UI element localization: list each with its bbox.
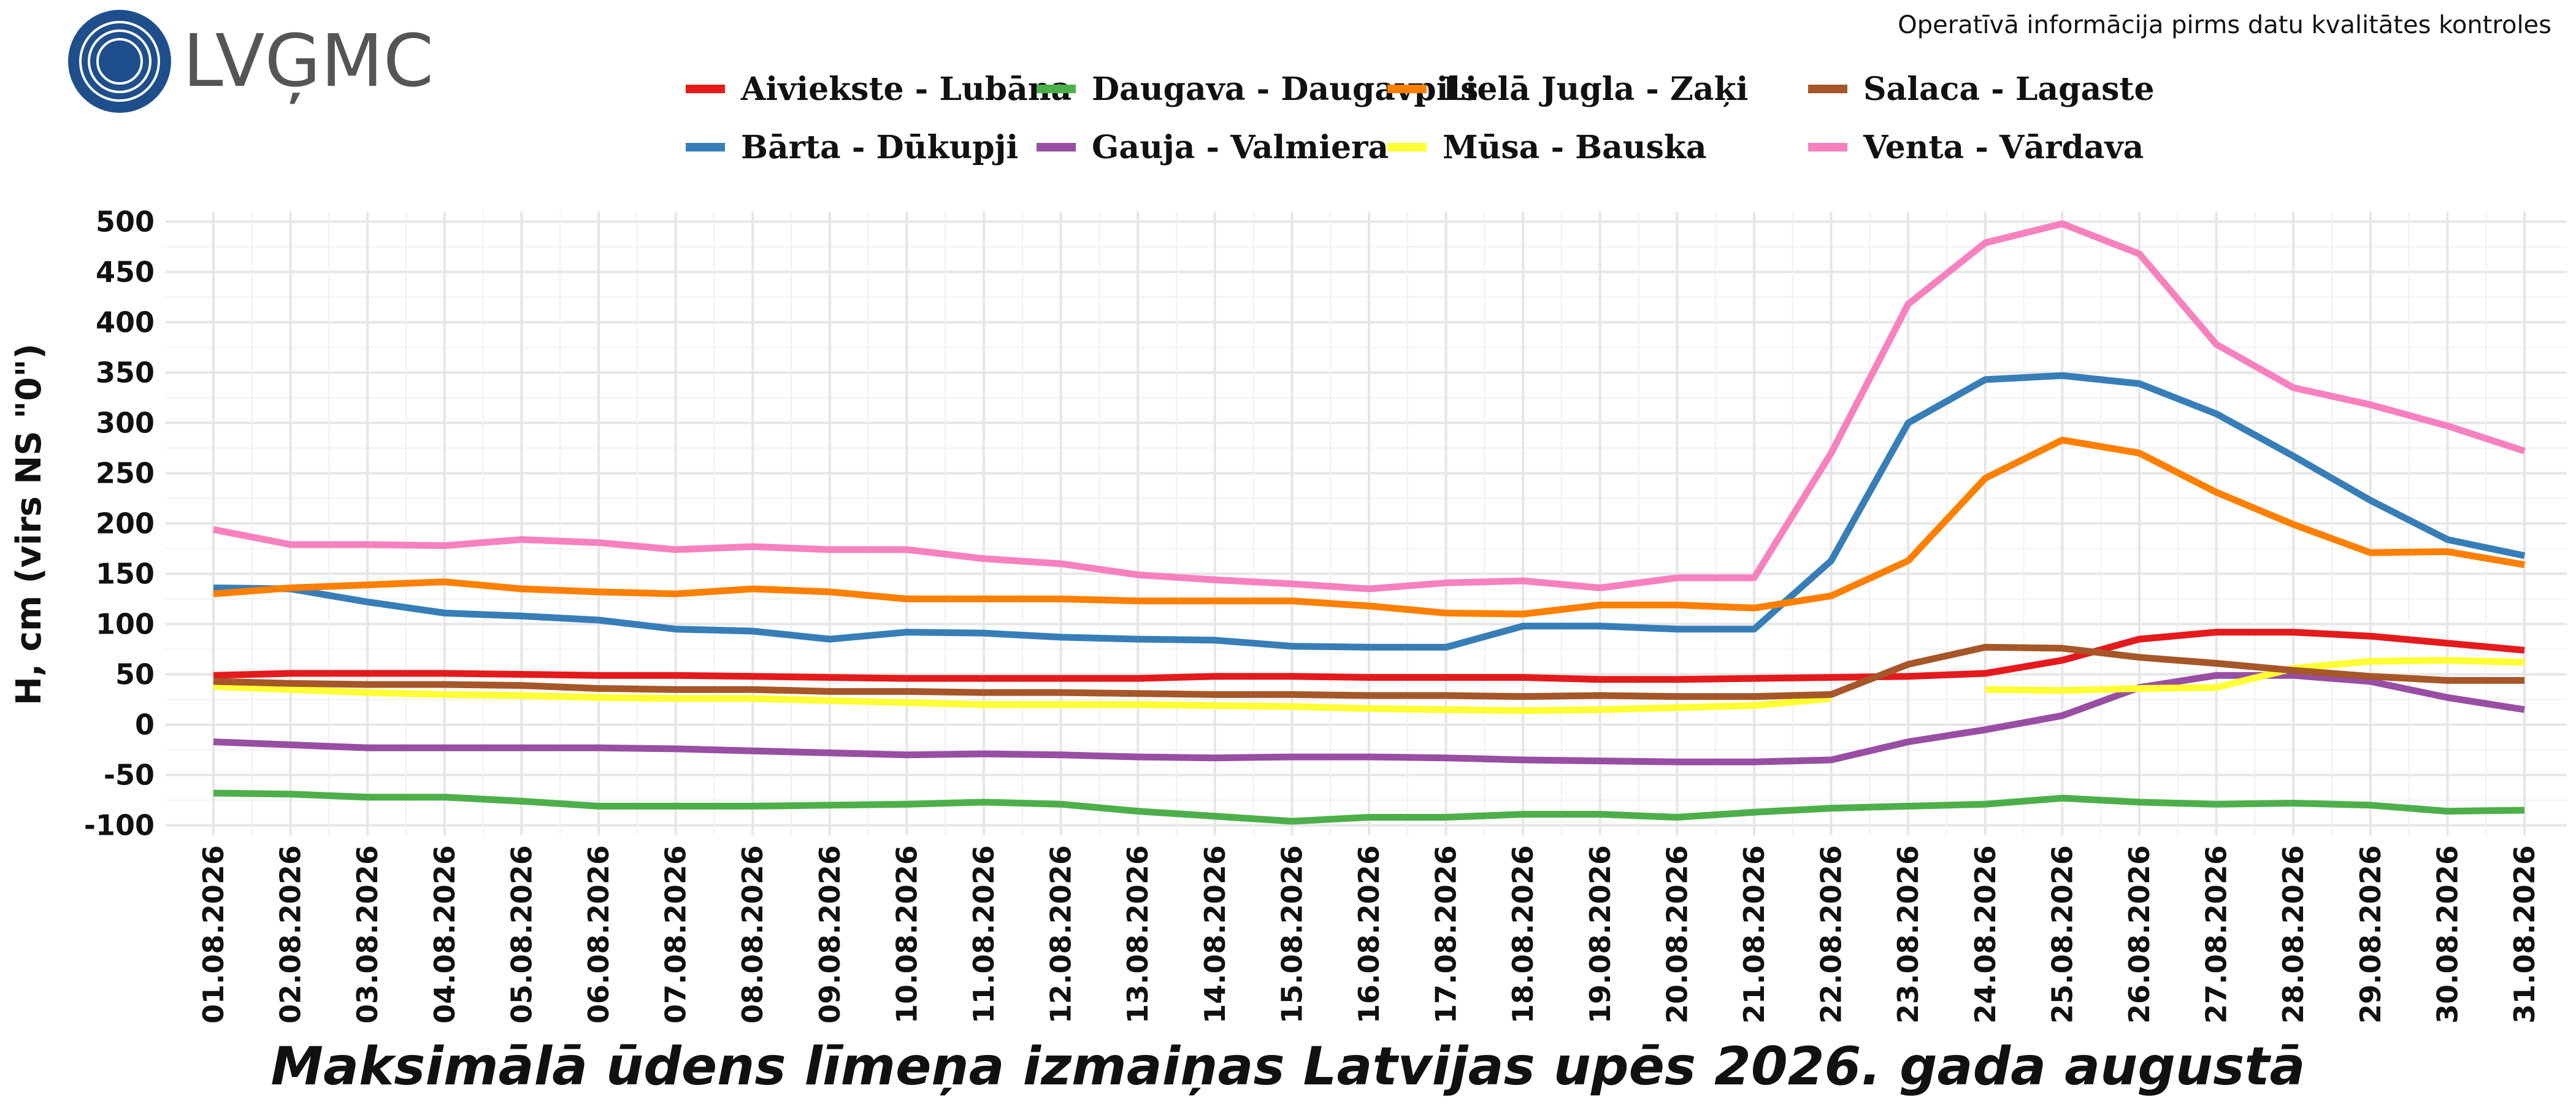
x-tick-label: 24.08.2026	[1969, 845, 2002, 1024]
logo: LVĢMC	[68, 10, 434, 113]
legend-label: Gauja - Valmiera	[1092, 129, 1389, 166]
x-tick-label: 31.08.2026	[2508, 845, 2541, 1024]
x-tick-label: 04.08.2026	[428, 845, 461, 1024]
legend-item: Venta - Vārdava	[1808, 129, 2144, 166]
y-tick-label: -50	[104, 759, 155, 792]
x-tick-label: 28.08.2026	[2277, 845, 2310, 1024]
series-line	[213, 372, 2526, 651]
legend-label: Lielā Jugla - Zaķi	[1443, 71, 1748, 108]
x-tick-label: 18.08.2026	[1506, 845, 1539, 1024]
x-tick-label: 06.08.2026	[582, 845, 615, 1024]
x-tick-label: 20.08.2026	[1660, 845, 1693, 1024]
x-tick-label: 29.08.2026	[2354, 845, 2387, 1024]
series-line	[213, 643, 2524, 700]
x-tick-label: 14.08.2026	[1198, 845, 1232, 1024]
legend-item: Mūsa - Bauska	[1387, 129, 1707, 166]
x-tick-label: 19.08.2026	[1584, 845, 1617, 1024]
legend-label: Venta - Vārdava	[1863, 129, 2144, 166]
legend-item: Bārta - Dūkupji	[686, 129, 1018, 166]
x-tick-label: 23.08.2026	[1892, 845, 1925, 1024]
x-tick-label: 21.08.2026	[1738, 845, 1771, 1024]
series-line	[213, 629, 2525, 683]
legend-label: Mūsa - Bauska	[1443, 129, 1707, 166]
x-tick-label: 15.08.2026	[1275, 845, 1308, 1024]
legend-item: Aiviekste - Lubāna	[686, 71, 1071, 108]
y-tick-label: 400	[96, 305, 155, 339]
x-tick-label: 01.08.2026	[197, 845, 230, 1024]
x-tick-label: 08.08.2026	[736, 845, 769, 1024]
logo-text: LVĢMC	[183, 18, 434, 104]
grid	[166, 212, 2567, 835]
y-tick-label: 200	[96, 507, 155, 540]
legend-item: Salaca - Lagaste	[1808, 71, 2155, 108]
x-tick-label: 05.08.2026	[505, 845, 538, 1024]
x-tick-label: 27.08.2026	[2200, 845, 2233, 1024]
x-tick-label: 11.08.2026	[967, 845, 1000, 1024]
y-tick-label: 500	[96, 205, 155, 238]
legend-item: Lielā Jugla - Zaķi	[1387, 71, 1748, 108]
y-axis-label: H, cm (virs NS "0")	[9, 343, 49, 705]
x-tick-label: 12.08.2026	[1045, 845, 1078, 1024]
series-lines	[212, 220, 2526, 825]
x-tick-label: 25.08.2026	[2045, 845, 2079, 1024]
y-tick-label: 50	[115, 658, 155, 691]
legend-item: Gauja - Valmiera	[1037, 129, 1389, 166]
x-tick-label: 03.08.2026	[351, 845, 384, 1024]
series-line	[213, 789, 2525, 825]
x-tick-label: 02.08.2026	[274, 845, 307, 1024]
x-tick-label: 26.08.2026	[2123, 845, 2156, 1024]
legend-label: Aiviekste - Lubāna	[740, 71, 1071, 108]
y-tick-label: 100	[96, 608, 155, 641]
y-tick-label: -100	[84, 809, 155, 842]
x-tick-label: 09.08.2026	[813, 845, 846, 1024]
x-tick-label: 22.08.2026	[1815, 845, 1848, 1024]
top-note: Operatīvā informācija pirms datu kvalitā…	[1898, 11, 2551, 39]
y-tick-label: 450	[96, 255, 155, 288]
x-axis: 01.08.2026 02.08.2026 03.08.2026 04.08.2026…	[197, 845, 2541, 1024]
y-tick-label: 350	[96, 356, 155, 389]
y-tick-label: 150	[96, 558, 155, 591]
series-line	[213, 657, 2525, 715]
x-tick-label: 07.08.2026	[659, 845, 692, 1024]
y-tick-label: 300	[96, 406, 155, 439]
legend-label: Bārta - Dūkupji	[741, 129, 1018, 166]
y-axis: -100 -50 0 50 100 150 200 250 300 350 400 450 500	[84, 205, 155, 841]
series-line	[213, 436, 2525, 618]
legend-label: Salaca - Lagaste	[1863, 71, 2155, 108]
x-tick-label: 13.08.2026	[1121, 845, 1154, 1024]
logo-emblem-icon	[68, 10, 171, 113]
x-tick-label: 16.08.2026	[1352, 845, 1386, 1024]
chart-title: Maksimālā ūdens līmeņa izmaiņas Latvijas…	[270, 1036, 2305, 1097]
y-tick-label: 250	[96, 456, 155, 489]
x-tick-label: 30.08.2026	[2431, 845, 2464, 1024]
y-tick-label: 0	[135, 708, 155, 742]
x-tick-label: 10.08.2026	[890, 845, 923, 1024]
x-tick-label: 17.08.2026	[1430, 845, 1463, 1024]
series-line	[212, 220, 2526, 592]
